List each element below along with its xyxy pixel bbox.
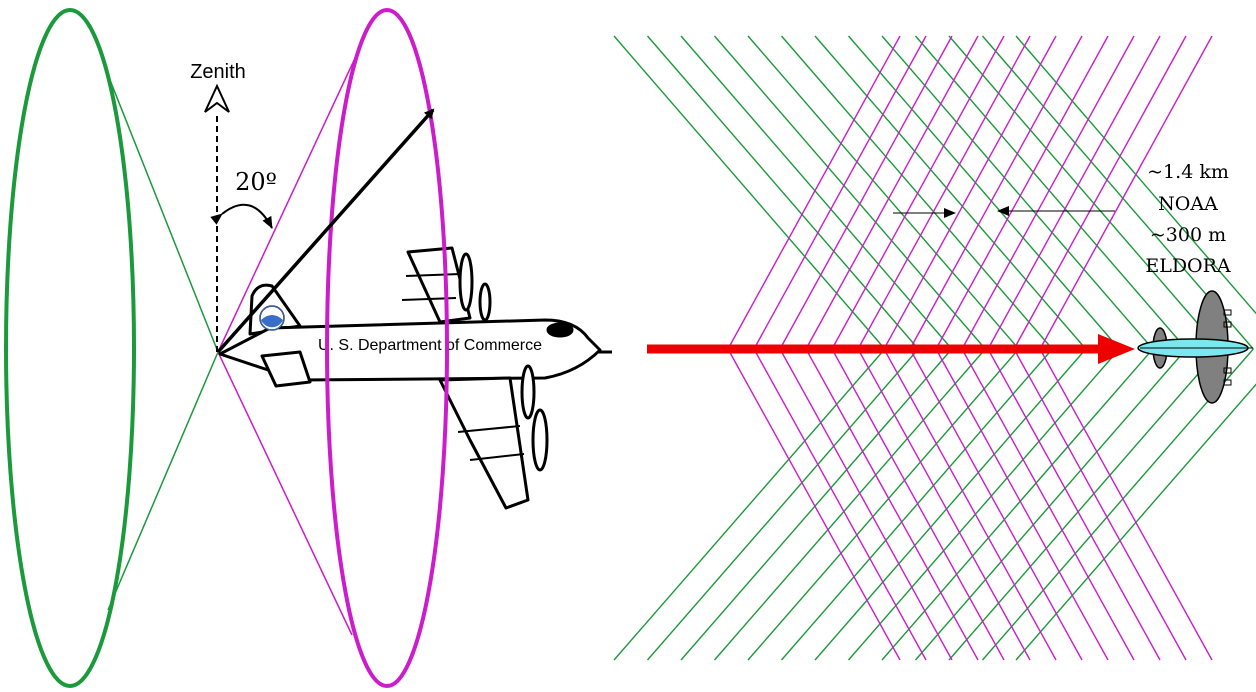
fore-scan-line: [747, 35, 1020, 350]
aft-scan-line: [1039, 348, 1213, 661]
noaa-spacing-value: ~1.4 km: [1147, 161, 1229, 183]
aft-scan-line: [857, 348, 1031, 661]
fore-scan-line: [747, 348, 1020, 661]
fore-cone-upper-edge: [109, 79, 219, 353]
aft-scan-line: [779, 35, 953, 350]
fore-scan-line: [1015, 383, 1256, 661]
fore-scan-line: [914, 348, 1187, 661]
fore-scan-line: [847, 35, 1120, 350]
fore-scan-line: [780, 348, 1053, 661]
fore-scan-line: [613, 35, 886, 350]
fore-scan-line: [881, 348, 1154, 661]
aft-scan-line: [779, 348, 953, 661]
fore-scan-ellipse: [4, 8, 136, 688]
fore-scan-line: [814, 348, 1087, 661]
aft-scan-line: [883, 348, 1057, 661]
aft-scan-line: [753, 35, 927, 350]
aft-scan-line: [935, 35, 1109, 350]
aft-scan-line: [935, 348, 1109, 661]
aft-scan-line: [987, 35, 1161, 350]
aft-cone-lower-edge: [217, 351, 353, 636]
fore-scan-line: [680, 348, 953, 661]
fore-scan-line: [613, 348, 886, 661]
fore-scan-line: [881, 35, 1154, 350]
beam-pointing-arrow: [216, 108, 435, 354]
fore-scan-line: [1015, 35, 1256, 315]
eldora-spacing-value: ~300 m: [1150, 224, 1226, 246]
fore-scan-line: [814, 35, 1087, 350]
aft-scan-line: [961, 348, 1135, 661]
fore-scan-line: [948, 35, 1221, 350]
beam-geometry-panel: U. S. Department of Commerce Zenith 20º: [4, 8, 612, 688]
aircraft-icon: [218, 246, 612, 510]
aircraft-topview-icon: [1137, 290, 1253, 404]
tilt-angle-label: 20º: [235, 168, 277, 196]
fore-scan-line: [713, 348, 986, 661]
fore-scan-line: [948, 348, 1221, 661]
flight-direction-arrow-icon: [1098, 334, 1135, 364]
aft-scan-line: [805, 35, 979, 350]
aft-scan-lines: [727, 35, 1213, 661]
aft-scan-line: [727, 348, 901, 661]
fore-scan-line: [646, 35, 919, 350]
fore-scan-line: [780, 35, 1053, 350]
noaa-logo-icon: [259, 305, 285, 331]
aft-scan-line: [857, 35, 1031, 350]
aft-scan-line: [1039, 35, 1213, 350]
aft-scan-line: [909, 348, 1083, 661]
aft-scan-line: [987, 348, 1161, 661]
fore-scan-lines: [613, 35, 1256, 661]
aft-scan-line: [753, 348, 927, 661]
aft-scan-line: [831, 35, 1005, 350]
tilt-angle-arc: [210, 203, 273, 229]
fore-scan-line: [680, 35, 953, 350]
aft-scan-line: [1013, 348, 1187, 661]
noaa-label: NOAA: [1158, 193, 1218, 215]
aircraft-label: U. S. Department of Commerce: [318, 337, 542, 354]
eldora-label: ELDORA: [1145, 255, 1231, 277]
fore-scan-line: [646, 348, 919, 661]
aft-cone-upper-edge: [217, 55, 357, 353]
scan-pattern-panel: ~1.4 km NOAA ~300 m ELDORA: [613, 35, 1256, 661]
aft-scan-line: [831, 348, 1005, 661]
aft-scan-line: [727, 35, 901, 350]
aft-scan-line: [961, 35, 1135, 350]
fore-scan-line: [847, 348, 1120, 661]
zenith-label: Zenith: [190, 61, 246, 83]
aft-scan-line: [909, 35, 1083, 350]
fore-scan-line: [713, 35, 986, 350]
fore-cone-lower-edge: [107, 351, 219, 611]
aft-scan-line: [1013, 35, 1187, 350]
aft-scan-ellipse: [325, 8, 449, 688]
fore-scan-line: [914, 35, 1187, 350]
aft-scan-line: [805, 348, 979, 661]
aft-scan-line: [883, 35, 1057, 350]
zenith-arrow-icon: [204, 83, 230, 113]
